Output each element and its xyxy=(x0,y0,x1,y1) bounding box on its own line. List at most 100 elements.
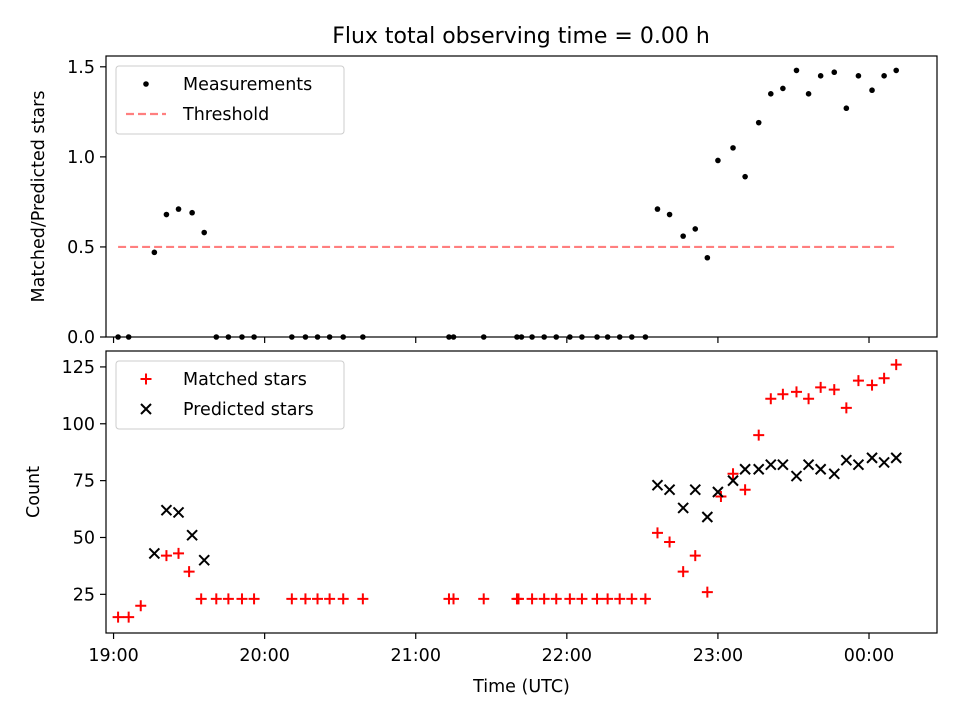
predicted-stars-point xyxy=(840,454,853,466)
matched-stars-point xyxy=(689,550,701,562)
measurement-point xyxy=(115,334,121,340)
matched-stars-point xyxy=(195,593,207,605)
matched-stars-point xyxy=(183,566,195,578)
measurement-point xyxy=(326,334,333,340)
measurement-point xyxy=(793,67,800,74)
matched-stars-point xyxy=(526,593,538,605)
measurement-point xyxy=(869,87,875,94)
measurement-point xyxy=(654,206,661,212)
measurement-point xyxy=(446,334,452,340)
matched-stars-point xyxy=(357,593,369,605)
measurement-point xyxy=(843,105,850,112)
y-tick-label: 100 xyxy=(62,415,95,435)
measurement-point xyxy=(755,119,762,126)
measurement-point xyxy=(855,73,862,79)
measurement-point xyxy=(730,145,736,151)
y-tick-label: 75 xyxy=(73,472,95,492)
predicted-stars-point xyxy=(765,459,777,471)
measurement-point xyxy=(768,91,774,97)
measurement-point xyxy=(666,211,673,218)
matched-stars-point xyxy=(852,375,864,387)
measurement-point xyxy=(628,334,635,340)
matched-stars-point xyxy=(564,593,576,605)
measurement-point xyxy=(314,334,321,340)
predicted-stars-point xyxy=(172,506,185,519)
x-tick-label: 23:00 xyxy=(693,646,743,666)
matched-stars-point xyxy=(576,593,588,605)
legend-label: Predicted stars xyxy=(183,400,314,420)
measurement-point xyxy=(881,73,887,79)
y-tick-label: 50 xyxy=(73,528,95,548)
x-tick-label: 00:00 xyxy=(844,646,894,666)
x-tick-label: 19:00 xyxy=(88,646,138,666)
y-tick-label: 0.0 xyxy=(67,328,95,348)
measurement-point xyxy=(817,73,824,79)
predicted-stars-point xyxy=(663,484,676,496)
matched-stars-point xyxy=(324,593,336,605)
y-tick-label: 1.0 xyxy=(67,148,95,168)
y-tick-label: 0.5 xyxy=(67,238,95,258)
matched-stars-point xyxy=(236,593,248,605)
y-axis-label: Count xyxy=(24,466,44,518)
legend-box xyxy=(115,65,345,135)
matched-stars-point xyxy=(828,384,840,396)
x-axis-label: Time (UTC) xyxy=(472,677,570,697)
matched-stars-point xyxy=(210,593,222,605)
measurement-point xyxy=(239,334,245,340)
predicted-stars-point xyxy=(878,456,890,469)
predicted-stars-point xyxy=(828,468,840,480)
predicted-stars-point xyxy=(198,554,210,566)
predicted-stars-point xyxy=(739,463,751,475)
predicted-stars-point xyxy=(148,547,161,560)
predicted-stars-point xyxy=(701,511,714,523)
predicted-stars-point xyxy=(790,470,803,482)
measurement-point xyxy=(553,334,560,340)
measurement-point xyxy=(175,206,182,212)
top-panel-flux-ratio: 0.0 0.5 1.0 1.5 Matched/Predicted stars Measu… xyxy=(29,55,938,348)
measurement-point xyxy=(604,334,611,340)
matched-stars-point xyxy=(878,372,890,384)
matched-stars-point xyxy=(173,547,185,559)
matched-stars-point xyxy=(591,593,603,605)
matched-stars-point xyxy=(790,386,802,398)
matched-stars-point xyxy=(248,593,260,605)
measurement-point xyxy=(213,334,220,340)
measurement-point xyxy=(680,233,686,239)
matched-stars-point xyxy=(135,600,147,612)
legend-label: Threshold xyxy=(182,105,269,125)
measurement-point xyxy=(594,334,600,340)
matched-stars-point xyxy=(890,359,902,371)
measurement-point xyxy=(201,229,208,236)
matched-stars-point xyxy=(866,379,878,391)
matched-stars-point xyxy=(777,388,789,400)
matched-stars-point xyxy=(478,593,490,605)
y-axis-label: Matched/Predicted stars xyxy=(29,91,49,303)
matched-stars-point xyxy=(765,393,777,405)
measurement-point xyxy=(514,334,520,340)
legend-label: Matched stars xyxy=(183,370,307,390)
matched-stars-point xyxy=(448,593,460,605)
predicted-stars-point xyxy=(890,452,902,464)
predicted-stars-point xyxy=(186,529,198,541)
predicted-stars-point xyxy=(712,486,724,498)
legend: Matched stars Predicted stars xyxy=(115,360,345,430)
measurement-point xyxy=(163,211,170,218)
measurement-point xyxy=(831,69,838,76)
matched-stars-point xyxy=(626,593,638,605)
legend-label: Measurements xyxy=(183,75,312,95)
measurement-point xyxy=(780,85,786,92)
measurement-point xyxy=(642,334,649,340)
predicted-stars-point xyxy=(866,452,878,464)
predicted-stars-point xyxy=(802,459,815,471)
y-tick-label: 125 xyxy=(62,358,95,378)
predicted-stars-point xyxy=(814,463,827,475)
measurement-point xyxy=(692,226,699,232)
matched-stars-point xyxy=(112,611,124,623)
predicted-stars-point xyxy=(160,504,173,516)
y-tick-label: 25 xyxy=(73,585,95,605)
measurement-point xyxy=(251,334,257,340)
matched-stars-point xyxy=(753,429,765,441)
measurement-point xyxy=(616,334,623,340)
matched-stars-point xyxy=(815,381,827,393)
